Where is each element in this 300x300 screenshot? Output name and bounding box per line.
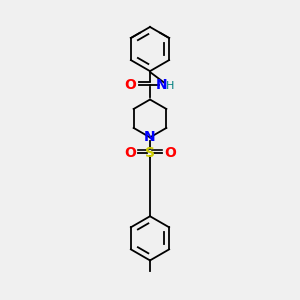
Text: N: N xyxy=(156,78,167,92)
Text: O: O xyxy=(124,78,136,92)
Text: N: N xyxy=(144,130,156,144)
Text: S: S xyxy=(145,146,155,160)
Text: O: O xyxy=(164,146,176,160)
Text: H: H xyxy=(166,82,175,92)
Text: O: O xyxy=(124,146,136,160)
